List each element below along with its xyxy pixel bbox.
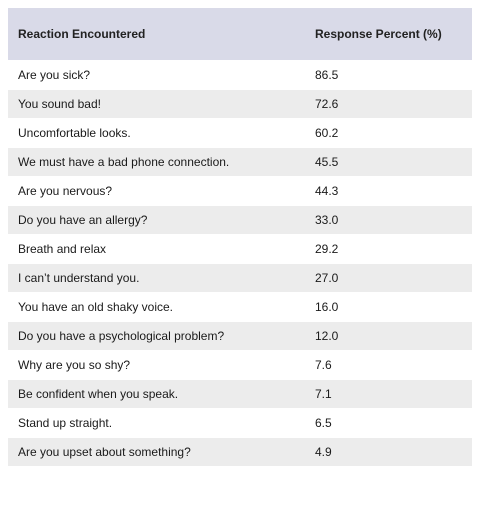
table-row: Be confident when you speak. 7.1 bbox=[8, 379, 472, 408]
table-cell: 86.5 bbox=[315, 68, 339, 82]
table-row: Are you upset about something? 4.9 bbox=[8, 437, 472, 466]
table-cell: 7.6 bbox=[315, 358, 332, 372]
header-cell: Response Percent (%) bbox=[315, 27, 442, 41]
table-row: Uncomfortable looks. 60.2 bbox=[8, 118, 472, 147]
table-row: I can’t understand you. 27.0 bbox=[8, 263, 472, 292]
table-cell: 6.5 bbox=[315, 416, 332, 430]
table-cell: Why are you so shy? bbox=[18, 358, 131, 372]
table-row: Do you have a psychological problem? 12.0 bbox=[8, 321, 472, 350]
table-cell: 7.1 bbox=[315, 387, 332, 401]
table-row: You sound bad! 72.6 bbox=[8, 89, 472, 118]
table-cell: You have an old shaky voice. bbox=[18, 300, 173, 314]
table-cell: 16.0 bbox=[315, 300, 339, 314]
table-cell: 72.6 bbox=[315, 97, 339, 111]
table-row: Stand up straight. 6.5 bbox=[8, 408, 472, 437]
table-cell: Are you sick? bbox=[18, 68, 91, 82]
table-row: You have an old shaky voice. 16.0 bbox=[8, 292, 472, 321]
table-cell: 4.9 bbox=[315, 445, 332, 459]
header-cell: Reaction Encountered bbox=[18, 27, 146, 41]
table-row: Are you nervous? 44.3 bbox=[8, 176, 472, 205]
table-row: Breath and relax 29.2 bbox=[8, 234, 472, 263]
table: Reaction Encountered Response Percent (%… bbox=[8, 8, 472, 466]
header-row: Reaction Encountered Response Percent (%… bbox=[8, 8, 472, 60]
table-cell: 12.0 bbox=[315, 329, 339, 343]
table-cell: We must have a bad phone connection. bbox=[18, 155, 230, 169]
table-cell: 29.2 bbox=[315, 242, 339, 256]
table-cell: I can’t understand you. bbox=[18, 271, 140, 285]
table-row: Are you sick? 86.5 bbox=[8, 60, 472, 89]
table-cell: 45.5 bbox=[315, 155, 339, 169]
table-cell: Are you upset about something? bbox=[18, 445, 191, 459]
table-cell: Do you have a psychological problem? bbox=[18, 329, 225, 343]
table-cell: Be confident when you speak. bbox=[18, 387, 179, 401]
table-cell: You sound bad! bbox=[18, 97, 101, 111]
table-cell: Uncomfortable looks. bbox=[18, 126, 131, 140]
table-cell: Do you have an allergy? bbox=[18, 213, 148, 227]
table-cell: 33.0 bbox=[315, 213, 339, 227]
table-row: Do you have an allergy? 33.0 bbox=[8, 205, 472, 234]
table-row: We must have a bad phone connection. 45.5 bbox=[8, 147, 472, 176]
table-cell: Stand up straight. bbox=[18, 416, 113, 430]
table-cell: Breath and relax bbox=[18, 242, 107, 256]
table-cell: 60.2 bbox=[315, 126, 339, 140]
table-row: Why are you so shy? 7.6 bbox=[8, 350, 472, 379]
table-cell: Are you nervous? bbox=[18, 184, 113, 198]
table-cell: 44.3 bbox=[315, 184, 339, 198]
table-cell: 27.0 bbox=[315, 271, 339, 285]
